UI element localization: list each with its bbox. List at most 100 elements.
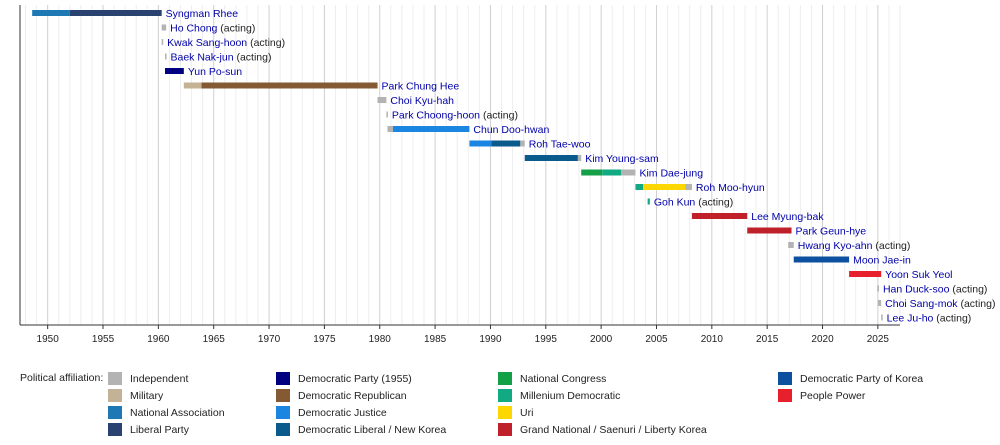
row-label: Choi Kyu-hah [390,95,454,107]
row-label: Ho Chong (acting) [170,23,255,35]
legend-swatch [498,389,512,402]
term-bar [165,53,167,60]
acting-suffix: (acting) [695,197,733,209]
term-bar [849,271,882,277]
term-bar [377,97,387,103]
x-tick-label: 1975 [313,334,336,345]
x-tick-labels: 1950 1955 1960 1965 1970 1975 1980 1985 1990 1995… [37,334,890,345]
x-tick-label: 1965 [203,334,226,345]
president-name[interactable]: Roh Tae-woo [529,139,591,151]
president-name[interactable]: Choi Kyu-hah [390,95,454,107]
term-bar [877,300,882,306]
legend-swatch [108,423,122,436]
legend-label: Democratic Justice [298,407,387,419]
row-label: Yun Po-sun [188,66,242,78]
x-tick-label: 1960 [147,334,170,345]
row-label: Lee Myung-bak [751,211,824,223]
term-bar [643,184,686,190]
term-bar [201,82,378,89]
president-name[interactable]: Moon Jae-in [853,255,911,267]
president-name[interactable]: Lee Ju-ho [887,313,934,325]
row-label: Park Choong-hoon (acting) [392,110,518,122]
president-name[interactable]: Hwang Kyo-ahn [798,240,873,252]
acting-suffix: (acting) [234,52,272,64]
president-name[interactable]: Ho Chong [170,23,217,35]
president-name[interactable]: Yun Po-sun [188,66,242,78]
row-label: Goh Kun (acting) [654,197,733,209]
term-bar [491,140,521,147]
legend-label: Millenium Democratic [520,390,621,402]
legend-label: Military [130,390,164,402]
acting-suffix: (acting) [217,23,255,35]
x-tick-label: 2020 [811,334,834,345]
row-label: Kim Young-sam [585,153,659,165]
row-label: Han Duck-soo (acting) [883,284,987,296]
legend-swatch [498,406,512,419]
legend-swatch [276,406,290,419]
legend-label: National Congress [520,373,607,385]
legend-label: Democratic Party of Korea [800,373,924,385]
term-bar [602,169,622,176]
president-name[interactable]: Lee Myung-bak [751,211,824,223]
legend-swatch [276,423,290,436]
legend-swatch [276,372,290,385]
grid [25,5,901,325]
term-bar [621,169,636,176]
x-tick-label: 2005 [645,334,668,345]
legend-label: Democratic Liberal / New Korea [298,424,447,436]
term-bar [793,256,850,263]
term-bar [69,10,162,16]
term-bar [685,184,692,190]
legend-label: Democratic Republican [298,390,407,402]
president-name[interactable]: Baek Nak-jun [171,52,234,64]
president-name[interactable]: Park Geun-hye [796,226,867,238]
president-name[interactable]: Park Choong-hoon [392,110,480,122]
president-name[interactable]: Kim Dae-jung [639,168,703,180]
legend-label: Liberal Party [130,424,189,436]
row-label: Baek Nak-jun (acting) [171,52,272,64]
x-tick-label: 1995 [535,334,558,345]
term-bar [881,314,883,321]
acting-suffix: (acting) [872,240,910,252]
president-name[interactable]: Syngman Rhee [166,8,239,20]
legend-swatch [108,406,122,419]
acting-suffix: (acting) [949,284,987,296]
row-label: Kim Dae-jung [639,168,703,180]
legend-label: Grand National / Saenuri / Liberty Korea [520,424,707,436]
legend-label: Uri [520,407,534,419]
president-name[interactable]: Chun Doo-hwan [473,124,549,136]
legend-swatch [108,389,122,402]
term-bar [747,227,792,234]
president-name[interactable]: Kwak Sang-hoon [167,37,247,49]
x-tick-label: 1950 [37,334,60,345]
president-name[interactable]: Roh Moo-hyun [696,182,765,194]
president-name[interactable]: Han Duck-soo [883,284,950,296]
legend-swatch [498,372,512,385]
row-label: Park Chung Hee [382,81,460,93]
row-label: Hwang Kyo-ahn (acting) [798,240,911,252]
row-label: Kwak Sang-hoon (acting) [167,37,285,49]
term-bar [877,285,879,292]
president-name[interactable]: Yoon Suk Yeol [885,269,952,281]
president-name[interactable]: Goh Kun [654,197,696,209]
legend-swatch [498,423,512,436]
bars [32,10,883,321]
term-bar [469,140,492,147]
president-name[interactable]: Choi Sang-mok [885,298,958,310]
term-bar [635,184,644,190]
row-label: Yoon Suk Yeol [885,269,952,281]
row-label: Chun Doo-hwan [473,124,549,136]
term-bar [386,111,388,118]
legend-label: National Association [130,407,225,419]
term-bar [524,155,578,161]
term-bar [183,82,202,89]
acting-suffix: (acting) [247,37,285,49]
legend-swatch [778,389,792,402]
x-tick-label: 1970 [258,334,281,345]
legend-label: People Power [800,390,866,402]
acting-suffix: (acting) [958,298,996,310]
president-name[interactable]: Park Chung Hee [382,81,460,93]
legend-title: Political affiliation: [20,372,104,384]
president-name[interactable]: Kim Young-sam [585,153,659,165]
